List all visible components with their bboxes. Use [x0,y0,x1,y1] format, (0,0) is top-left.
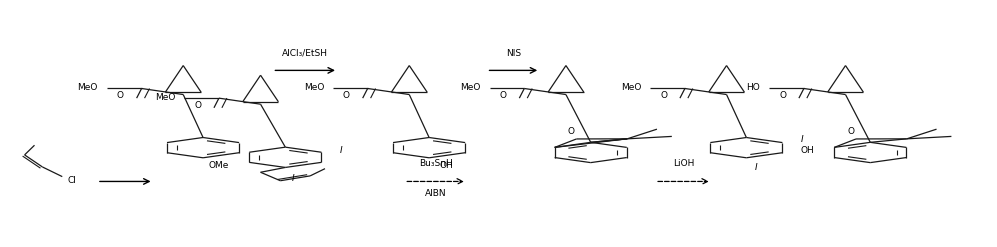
Text: O: O [343,91,350,100]
Text: I: I [292,174,294,183]
Text: AIBN: AIBN [425,189,447,198]
Text: LiOH: LiOH [673,159,694,168]
Text: MeO: MeO [155,93,175,102]
Text: Cl: Cl [67,176,76,185]
Text: O: O [660,91,667,100]
Text: MeO: MeO [78,83,98,92]
Text: O: O [568,127,575,136]
Text: I: I [801,135,804,144]
Text: I: I [340,145,343,155]
Text: OH: OH [439,161,453,170]
Text: HO: HO [747,83,761,92]
Text: OMe: OMe [209,161,229,170]
Text: O: O [779,91,786,100]
Text: O: O [847,127,854,136]
Text: NIS: NIS [505,49,521,58]
Text: OH: OH [801,145,815,155]
Text: O: O [499,91,506,100]
Text: MeO: MeO [621,83,641,92]
Text: O: O [194,101,201,110]
Text: MeO: MeO [304,83,324,92]
Text: O: O [117,91,124,100]
Text: I: I [755,163,758,172]
Text: MeO: MeO [461,83,481,92]
Text: Bu₃SnH: Bu₃SnH [419,159,453,168]
Text: AlCl₃/EtSH: AlCl₃/EtSH [282,49,328,58]
